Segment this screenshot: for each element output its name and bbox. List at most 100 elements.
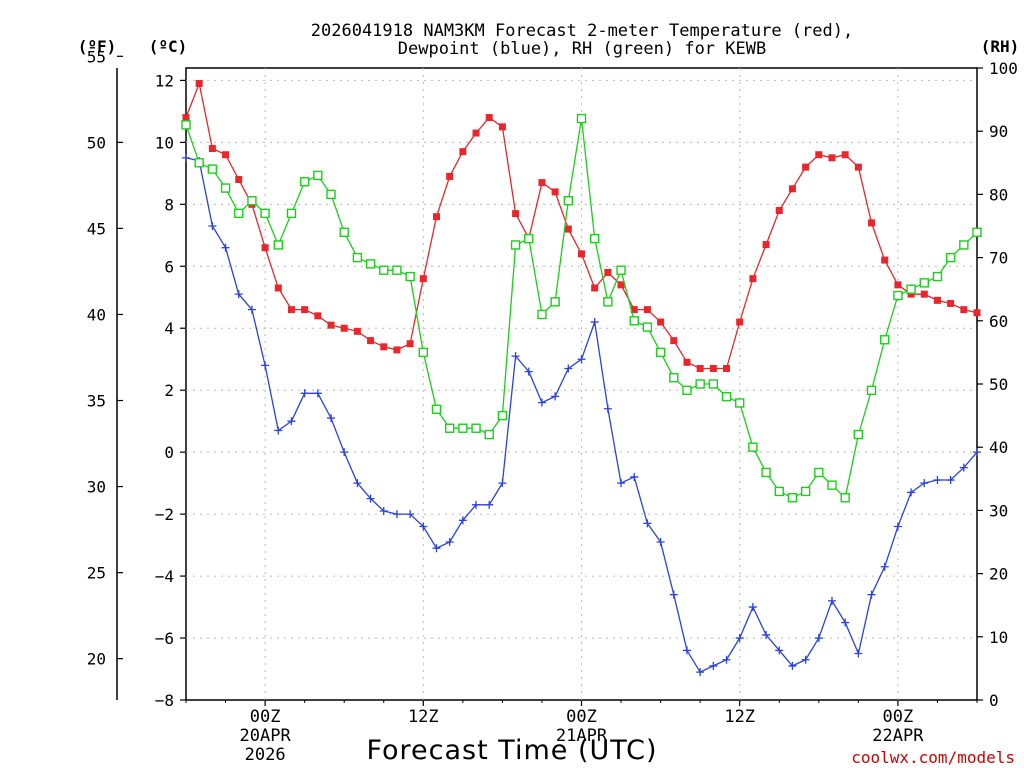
- temperature-point: [604, 268, 612, 276]
- x-tick-date: 21APR: [556, 726, 608, 746]
- temperature-point: [327, 321, 335, 329]
- temperature-point: [802, 163, 810, 171]
- rh-point: [194, 158, 204, 168]
- dewpoint-point: [366, 494, 375, 503]
- dewpoint-point: [287, 417, 296, 426]
- axis-ticks: 121086420−2−4−6−855504540353025201009080…: [87, 47, 1018, 765]
- rh-point: [748, 442, 758, 452]
- temperature-point: [683, 358, 691, 366]
- rh-point: [695, 379, 705, 389]
- rh-point: [972, 227, 982, 238]
- rh-tick-label: 80: [989, 185, 1008, 204]
- celsius-tick-label: −6: [155, 629, 174, 648]
- rh-point: [880, 335, 890, 345]
- dewpoint-point: [643, 519, 652, 528]
- dewpoint-point: [722, 655, 731, 664]
- temperature-point: [432, 213, 440, 221]
- temperature-point: [274, 284, 282, 292]
- rh-point: [458, 423, 468, 433]
- rh-point: [260, 208, 270, 219]
- dewpoint-point: [458, 516, 467, 525]
- dewpoint-point: [788, 661, 797, 670]
- dewpoint-point: [933, 476, 942, 485]
- rh-point: [365, 259, 376, 269]
- rh-point: [866, 385, 877, 396]
- x-tick-label: 12Z: [408, 707, 439, 727]
- dewpoint-point: [630, 472, 639, 481]
- rh-point: [524, 233, 534, 244]
- dewpoint-point: [590, 318, 599, 327]
- dewpoint-point: [551, 392, 560, 401]
- rh-point: [629, 316, 639, 326]
- rh-point: [313, 170, 323, 181]
- temperature-point: [920, 290, 928, 298]
- dewpoint-point: [841, 618, 850, 627]
- temperature-point: [393, 346, 401, 354]
- rh-point: [431, 404, 442, 414]
- temperature-point: [841, 151, 849, 159]
- rh-point: [484, 429, 494, 440]
- series-rh: [181, 113, 982, 503]
- dewpoint-point: [775, 646, 784, 655]
- dewpoint-point: [406, 510, 415, 519]
- temperature-point: [670, 337, 678, 345]
- celsius-tick-label: −2: [155, 505, 174, 524]
- temperature-point: [696, 365, 704, 373]
- fahrenheit-tick-label: 30: [87, 478, 106, 497]
- rh-point: [207, 164, 218, 174]
- temperature-point: [406, 340, 414, 348]
- fahrenheit-tick-label: 45: [87, 219, 106, 238]
- rh-point: [959, 240, 969, 250]
- dewpoint-point: [748, 603, 757, 612]
- temperature-point: [749, 275, 757, 283]
- temperature-point: [380, 343, 388, 351]
- dewpoint-point: [445, 538, 454, 546]
- temperature-point: [235, 176, 243, 184]
- rh-point: [827, 480, 837, 490]
- temperature-point: [723, 365, 731, 373]
- rh-point: [919, 278, 929, 288]
- rh-point: [735, 398, 745, 408]
- rh-point: [405, 271, 415, 282]
- dewpoint-point: [946, 476, 955, 485]
- dewpoint-point: [577, 355, 586, 364]
- rh-point: [510, 240, 521, 250]
- temperature-point: [643, 306, 651, 314]
- x-tick-year: 2026: [245, 745, 286, 765]
- rh-point: [563, 196, 574, 206]
- rh-point: [893, 290, 903, 301]
- dewpoint-point: [247, 305, 256, 314]
- dewpoint-point: [379, 507, 388, 516]
- rh-point: [497, 410, 508, 421]
- temperature-point: [419, 275, 427, 283]
- rh-point: [774, 486, 784, 497]
- temperature-point: [854, 163, 862, 171]
- dewpoint-point: [208, 222, 217, 230]
- dewpoint-point: [313, 389, 322, 398]
- temperature-point: [788, 185, 796, 193]
- dewpoint-point: [735, 634, 744, 643]
- rh-point: [286, 208, 297, 219]
- dewpoint-point: [472, 500, 481, 509]
- dewpoint-point: [498, 479, 507, 488]
- rh-point: [708, 379, 719, 389]
- temperature-point: [459, 148, 467, 156]
- fahrenheit-tick-label: 25: [87, 564, 106, 583]
- rh-point: [642, 322, 653, 332]
- rh-point: [444, 423, 455, 433]
- celsius-tick-label: 10: [155, 133, 174, 152]
- rh-point: [616, 265, 626, 275]
- rh-point: [181, 120, 191, 130]
- credit-text: coolwx.com/models: [851, 748, 1015, 767]
- dewpoint-point: [603, 404, 612, 413]
- x-tick-label: 12Z: [724, 707, 755, 727]
- temperature-point: [512, 210, 520, 218]
- dewpoint-point: [300, 389, 309, 398]
- temperature-line: [185, 81, 978, 370]
- rh-point: [603, 297, 613, 307]
- rh-point: [932, 271, 943, 282]
- x-tick-label: 00Z: [883, 707, 914, 727]
- rh-point: [392, 265, 402, 275]
- temperature-point: [933, 296, 941, 304]
- rh-tick-label: 70: [989, 249, 1008, 268]
